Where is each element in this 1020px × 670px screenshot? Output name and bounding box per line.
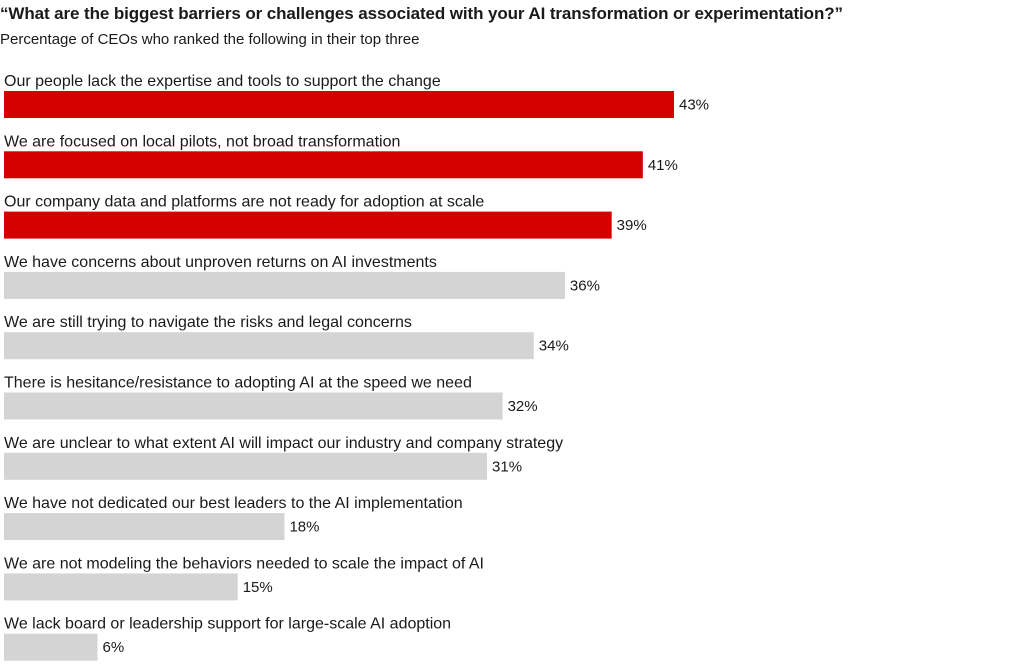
bar [4, 633, 98, 661]
bar [4, 151, 643, 179]
value-label: 32% [508, 398, 538, 415]
category-label: There is hesitance/resistance to adoptin… [4, 375, 472, 392]
bar [4, 573, 238, 601]
bar [4, 332, 534, 360]
bar [4, 91, 674, 118]
bar [4, 392, 503, 420]
category-label: We are focused on local pilots, not broa… [4, 133, 400, 150]
chart-title: “What are the biggest barriers or challe… [0, 4, 843, 23]
category-label: We have concerns about unproven returns … [4, 254, 437, 271]
category-label: Our people lack the expertise and tools … [4, 73, 441, 90]
category-label: Our company data and platforms are not r… [4, 194, 484, 211]
category-label: We have not dedicated our best leaders t… [4, 495, 463, 512]
value-label: 39% [617, 217, 647, 234]
bar [4, 452, 488, 480]
chart-subtitle: Percentage of CEOs who ranked the follow… [0, 31, 420, 48]
value-label: 34% [539, 338, 569, 355]
category-label: We lack board or leadership support for … [4, 616, 451, 633]
bar [4, 211, 612, 239]
value-label: 36% [570, 277, 600, 294]
value-label: 43% [679, 97, 709, 114]
category-label: We are still trying to navigate the risk… [4, 314, 412, 331]
value-label: 41% [648, 157, 678, 174]
value-label: 15% [243, 579, 273, 596]
bar [4, 513, 285, 541]
bar [4, 271, 565, 299]
value-label: 6% [102, 639, 124, 656]
value-label: 31% [492, 458, 522, 475]
category-label: We are not modeling the behaviors needed… [4, 555, 484, 572]
value-label: 18% [289, 519, 319, 536]
category-label: We are unclear to what extent AI will im… [4, 435, 563, 452]
